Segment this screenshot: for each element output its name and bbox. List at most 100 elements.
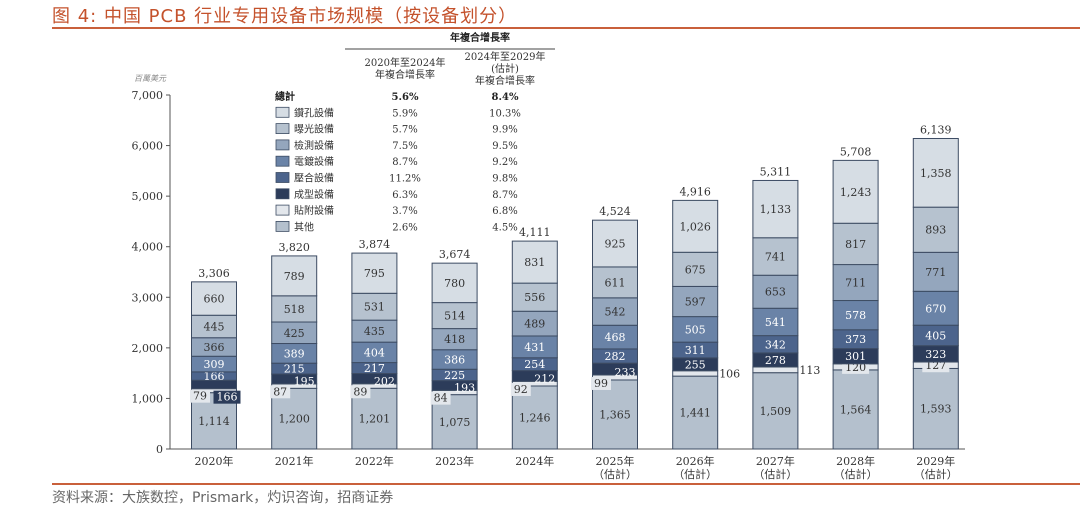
bar-segment bbox=[832, 159, 879, 224]
total-label: 5,311 bbox=[760, 165, 792, 178]
data-label: 660 bbox=[204, 293, 225, 306]
x-tick-label: 2028年 bbox=[836, 454, 875, 468]
title-divider bbox=[52, 27, 1080, 29]
x-tick-label: 2023年 bbox=[435, 454, 474, 468]
legend-label: 壓合設備 bbox=[294, 172, 334, 185]
data-label: 233 bbox=[615, 366, 636, 379]
legend-col2-header: 2024年至2029年 bbox=[465, 50, 546, 63]
data-label: 418 bbox=[444, 333, 465, 346]
data-label: 675 bbox=[685, 263, 706, 276]
data-label: 597 bbox=[685, 296, 706, 309]
bar-segment bbox=[672, 370, 719, 377]
data-label: 195 bbox=[294, 375, 315, 388]
y-tick-label: 5,000 bbox=[132, 190, 164, 203]
data-label-background bbox=[430, 391, 451, 405]
bar-segment bbox=[431, 262, 478, 304]
data-label: 831 bbox=[524, 256, 545, 269]
bar-segment bbox=[752, 179, 799, 239]
bar-segment bbox=[672, 199, 719, 253]
data-label: 425 bbox=[284, 327, 305, 340]
data-label: 1,358 bbox=[920, 167, 952, 180]
data-label: 87 bbox=[273, 385, 287, 398]
data-label: 468 bbox=[605, 331, 626, 344]
x-tick-label: （估計） bbox=[914, 467, 958, 481]
x-tick-label: （估計） bbox=[593, 467, 637, 481]
data-label: 795 bbox=[364, 267, 385, 280]
bar-segment bbox=[832, 264, 879, 302]
data-label: 1,365 bbox=[599, 408, 631, 421]
bar-segment bbox=[752, 274, 799, 309]
legend-cagr-2024-2029: 6.8% bbox=[492, 206, 517, 217]
data-label: 1,441 bbox=[679, 407, 711, 420]
legend-swatch bbox=[275, 220, 290, 232]
bar-segment bbox=[912, 206, 959, 253]
legend-cagr-2020-2024: 3.7% bbox=[392, 206, 417, 217]
legend-cagr-2020-2024: 5.9% bbox=[392, 108, 417, 119]
data-label: 366 bbox=[204, 341, 225, 354]
y-tick-label: 3,000 bbox=[132, 291, 164, 304]
legend-header: 年複合增長率 bbox=[450, 31, 510, 44]
legend-cagr-2020-2024: 5.7% bbox=[392, 125, 417, 136]
data-label: 386 bbox=[444, 353, 465, 366]
data-label: 1,509 bbox=[760, 405, 792, 418]
bar-segment bbox=[672, 251, 719, 287]
data-label: 278 bbox=[765, 354, 786, 367]
data-label: 1,026 bbox=[679, 220, 711, 233]
bar-segment bbox=[351, 292, 398, 321]
legend-swatch bbox=[275, 139, 290, 151]
data-label: 541 bbox=[765, 316, 786, 329]
legend-cagr-2024-2029: 9.2% bbox=[492, 157, 517, 168]
legend-swatch bbox=[275, 188, 290, 200]
bar-segment bbox=[351, 387, 398, 450]
legend-col2-header: 年複合增長率 bbox=[475, 74, 535, 87]
data-label: 435 bbox=[364, 325, 385, 338]
data-label: 531 bbox=[364, 301, 385, 314]
bar-segment bbox=[511, 282, 558, 312]
legend-cagr-2024-2029: 9.5% bbox=[492, 141, 517, 152]
legend-cagr-2020-2024: 8.7% bbox=[392, 157, 417, 168]
data-label: 309 bbox=[204, 358, 225, 371]
data-label: 653 bbox=[765, 286, 786, 299]
data-label: 1,246 bbox=[519, 411, 551, 424]
total-label: 3,820 bbox=[278, 241, 310, 254]
source-note: 资料来源：大族数控，Prismark，灼识咨询，招商证券 bbox=[52, 490, 394, 506]
data-label: 92 bbox=[514, 383, 528, 396]
bar-segment bbox=[271, 295, 318, 323]
legend-cagr-2020-2024: 11.2% bbox=[389, 174, 421, 185]
data-label: 166 bbox=[204, 370, 225, 383]
data-label: 431 bbox=[524, 341, 545, 354]
legend-cagr-2024-2029: 9.8% bbox=[492, 174, 517, 185]
bar-segment bbox=[592, 379, 638, 450]
bar-segment bbox=[191, 281, 237, 316]
data-label: 255 bbox=[685, 358, 706, 371]
bar-segment bbox=[832, 222, 879, 266]
x-tick-label: 2025年 bbox=[596, 454, 635, 468]
footer-divider bbox=[52, 483, 1080, 485]
data-label-background bbox=[190, 389, 210, 403]
data-label: 215 bbox=[284, 363, 305, 376]
y-tick-label: 1,000 bbox=[132, 392, 164, 405]
x-tick-label: （估計） bbox=[753, 467, 797, 481]
total-label: 3,306 bbox=[198, 267, 230, 280]
legend-cagr-2024-2029: 4.5% bbox=[492, 222, 517, 233]
data-label-background bbox=[350, 385, 371, 399]
legend-label: 鑽孔設備 bbox=[294, 106, 334, 119]
figure-title: 图 4: 中国 PCB 行业专用设备市场规模（按设备划分） bbox=[52, 6, 518, 27]
legend-swatch bbox=[275, 106, 290, 118]
data-label: 1,114 bbox=[198, 415, 230, 428]
data-label: 1,075 bbox=[439, 416, 471, 429]
data-label: 711 bbox=[845, 277, 866, 290]
bar-segment bbox=[592, 297, 638, 326]
bar-segment bbox=[351, 252, 398, 294]
bar-segment bbox=[511, 240, 558, 284]
data-label: 282 bbox=[605, 350, 626, 363]
data-label: 1,133 bbox=[760, 203, 792, 216]
data-label: 301 bbox=[845, 350, 866, 363]
data-label: 389 bbox=[284, 347, 305, 360]
bar-segment bbox=[592, 219, 638, 268]
bar-segment bbox=[912, 137, 959, 208]
bar-segment bbox=[271, 387, 318, 450]
data-label: 670 bbox=[925, 302, 946, 315]
x-tick-label: 2020年 bbox=[195, 454, 234, 468]
